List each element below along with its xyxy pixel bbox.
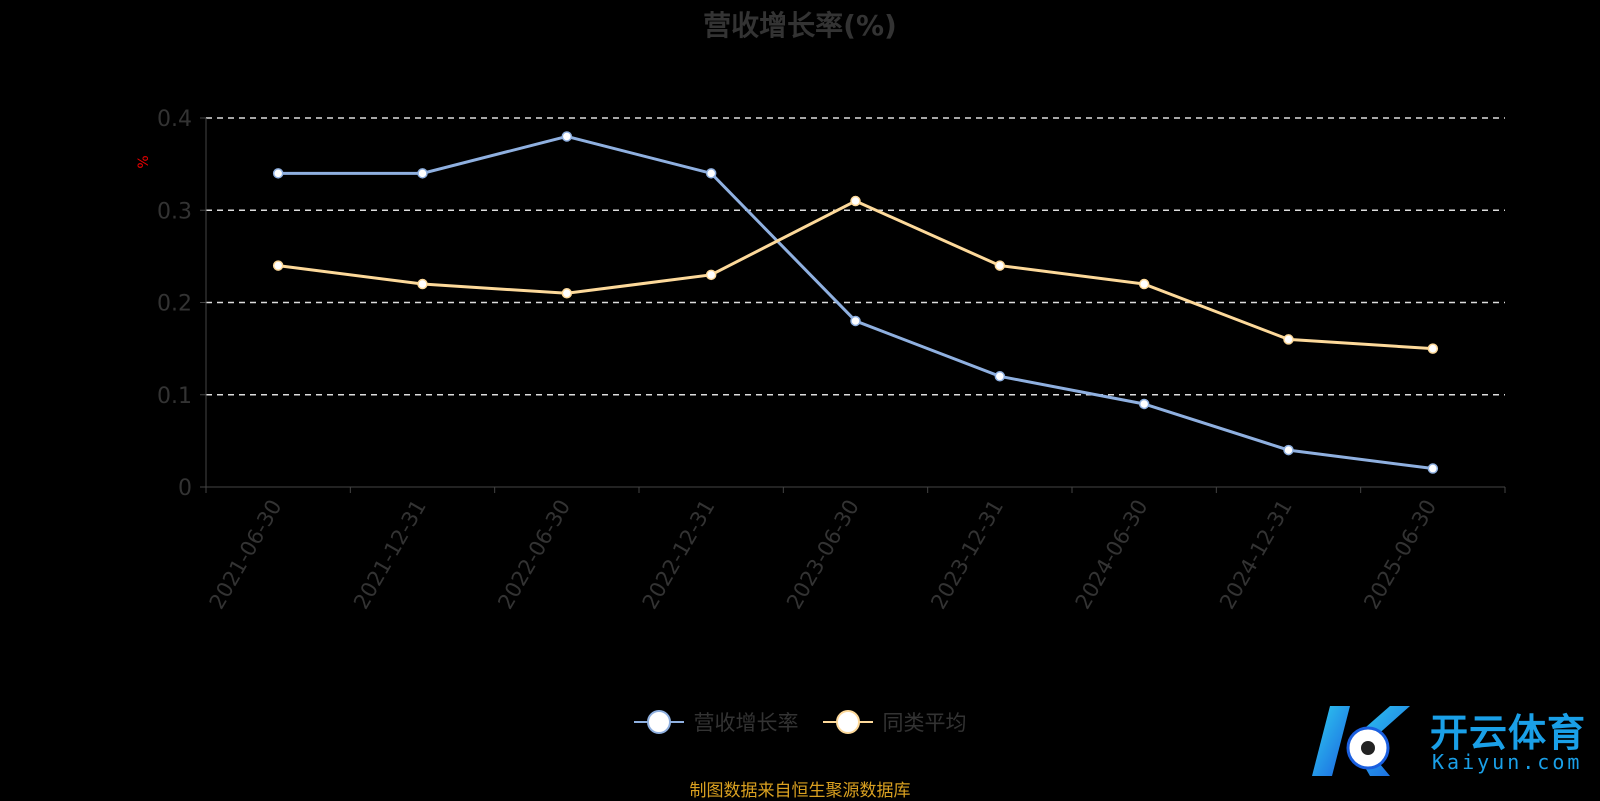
x-tick-label: 2023-12-31 — [926, 495, 1008, 613]
data-point — [1283, 334, 1294, 345]
legend-item[interactable]: 营收增长率 — [633, 707, 799, 737]
data-point — [994, 260, 1006, 271]
logo-icon — [1312, 706, 1410, 776]
data-point — [272, 168, 284, 179]
data-point — [705, 269, 717, 281]
x-tick-label: 2021-12-31 — [349, 496, 431, 614]
data-point — [705, 168, 717, 179]
data-point — [1138, 278, 1150, 290]
data-point — [850, 315, 861, 327]
data-point — [417, 278, 428, 290]
x-tick-label: 2022-06-30 — [493, 496, 575, 614]
y-tick-label: 0.3 — [157, 199, 192, 224]
y-tick-label: 0 — [178, 476, 192, 501]
watermark-en: Kaiyun.com — [1432, 750, 1583, 774]
data-point — [272, 260, 284, 271]
data-point — [1427, 343, 1439, 354]
data-point — [561, 131, 573, 142]
x-tick-label: 2024-06-30 — [1071, 496, 1153, 614]
data-point — [1283, 444, 1294, 456]
legend-marker-icon — [633, 710, 684, 734]
data-point — [1138, 398, 1150, 410]
x-tick-label: 2021-06-30 — [205, 496, 287, 614]
source-note: 制图数据来自恒生聚源数据库 — [689, 781, 911, 801]
line-chart: 0 0.1 0.2 0.3 0.4% 2021-06-30 2021-12-31 2022-0… — [136, 107, 1506, 614]
x-tick-label: 2023-06-30 — [782, 496, 864, 614]
x-tick-label: 2025-06-30 — [1359, 496, 1441, 614]
legend: 营收增长率 同类平均 — [0, 707, 1600, 737]
x-tick-label: 2022-12-31 — [638, 496, 720, 614]
watermark-logo: 开云体育 Kaiyun.com — [1310, 696, 1600, 786]
x-tick-label: 2024-12-31 — [1215, 496, 1297, 614]
legend-marker-icon — [822, 710, 873, 734]
y-tick-label: 0.2 — [157, 292, 192, 317]
series-line — [277, 199, 1433, 351]
data-point — [561, 288, 573, 299]
data-point — [850, 195, 861, 207]
y-tick-label: 0.4 — [157, 107, 192, 132]
legend-label: 营收增长率 — [693, 711, 799, 735]
y-axis-label: % — [136, 155, 152, 168]
watermark-cn: 开云体育 — [1430, 711, 1587, 755]
legend-label: 同类平均 — [882, 711, 967, 735]
y-tick-label: 0.1 — [157, 384, 192, 409]
data-point — [417, 168, 428, 179]
data-point — [1427, 463, 1439, 474]
data-point — [994, 371, 1006, 382]
chart-title: 营收增长率(%) — [703, 9, 897, 42]
legend-item[interactable]: 同类平均 — [822, 707, 967, 737]
